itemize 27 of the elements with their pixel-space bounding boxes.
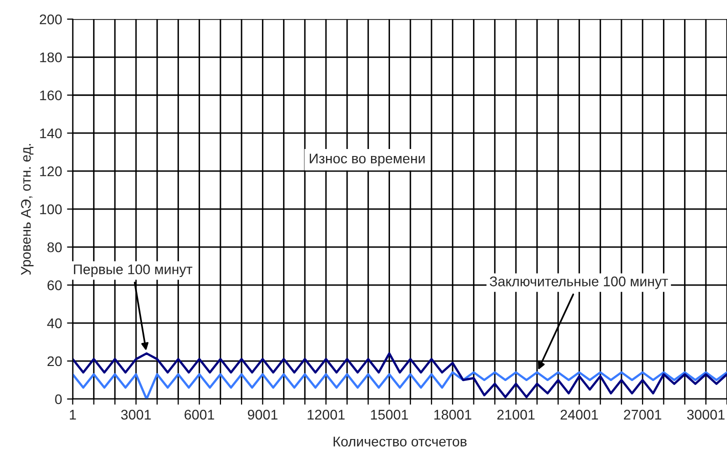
x-tick-label: 15001 bbox=[371, 410, 408, 420]
y-tick-label: 140 bbox=[40, 128, 62, 138]
y-tick-label: 80 bbox=[47, 242, 62, 252]
text: Заключительные 100 минут bbox=[490, 276, 668, 290]
y-tick-label: 160 bbox=[40, 90, 62, 100]
x-axis-title: Количество отсчетов bbox=[334, 436, 467, 446]
x-tick-label: 1 bbox=[70, 410, 76, 420]
x-tick-label: 12001 bbox=[308, 410, 345, 420]
y-axis-title: Уровень АЭ, отн. ед. bbox=[20, 144, 34, 275]
y-tick-label: 0 bbox=[55, 394, 62, 404]
y-tick-label: 200 bbox=[40, 14, 62, 24]
x-tick-label: 30001 bbox=[687, 410, 725, 420]
x-tick-label: 18001 bbox=[434, 410, 472, 420]
x-tick-label: 3001 bbox=[121, 410, 151, 420]
text: Первые 100 минут bbox=[74, 264, 192, 278]
x-tick-label: 21001 bbox=[497, 410, 535, 420]
annotation: Износ во времени bbox=[310, 154, 425, 166]
y-tick-label: 40 bbox=[47, 318, 62, 328]
y-tick-label: 20 bbox=[48, 356, 62, 366]
y-tick-label: 100 bbox=[40, 204, 62, 214]
y-tick-label: 120 bbox=[40, 166, 62, 176]
x-tick-label: 6001 bbox=[184, 410, 214, 420]
x-tick-label: 24001 bbox=[560, 410, 598, 420]
x-tick-label: 9001 bbox=[248, 410, 278, 420]
x-tick-label: 27001 bbox=[624, 410, 662, 420]
y-tick-label: 180 bbox=[40, 52, 62, 62]
y-tick-label: 60 bbox=[48, 280, 62, 290]
